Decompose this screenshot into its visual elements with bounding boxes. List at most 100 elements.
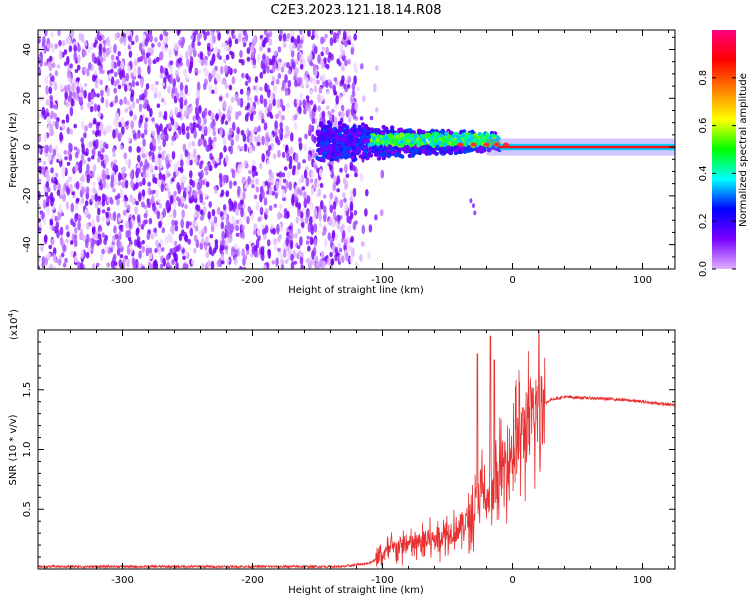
heatmap-cell <box>106 195 110 205</box>
heatmap-cell <box>252 63 257 69</box>
heatmap-cell <box>119 70 123 80</box>
heatmap-cell <box>113 225 117 234</box>
heatmap-cell <box>99 79 103 86</box>
heatmap-cell <box>177 111 182 119</box>
heatmap-cell <box>197 58 202 63</box>
heatmap-cell <box>457 149 462 155</box>
heatmap-cell <box>483 142 490 147</box>
heatmap-cell <box>38 37 41 44</box>
heatmap-cell <box>96 175 101 183</box>
heatmap-cell <box>181 128 186 136</box>
heatmap-cell <box>162 38 166 48</box>
heatmap-cell <box>86 68 90 77</box>
heatmap-cell <box>242 38 247 44</box>
heatmap-cell <box>194 155 198 164</box>
heatmap-cell <box>462 148 468 153</box>
heatmap-cell <box>120 60 124 69</box>
heatmap-cell <box>49 114 54 120</box>
heatmap-cell <box>148 217 153 225</box>
heatmap-cell <box>198 69 202 74</box>
heatmap-cell <box>77 220 81 231</box>
heatmap-cell <box>234 38 239 45</box>
heatmap-cell <box>154 261 159 269</box>
heatmap-cell <box>351 145 357 151</box>
heatmap-cell <box>112 236 116 244</box>
heatmap-cell <box>374 152 379 157</box>
heatmap-cell <box>344 163 348 174</box>
heatmap-cell <box>227 221 231 231</box>
heatmap-cell <box>182 189 187 200</box>
heatmap-cell <box>184 84 189 95</box>
heatmap-cell <box>496 136 501 141</box>
heatmap-cell <box>47 186 51 193</box>
heatmap-cell <box>265 133 269 142</box>
heatmap-cell <box>59 194 63 199</box>
heatmap-cell <box>347 146 352 151</box>
heatmap-cell <box>110 60 115 69</box>
heatmap-cell <box>79 262 84 269</box>
heatmap-cell <box>122 209 127 216</box>
heatmap-cell <box>365 126 371 132</box>
heatmap-cell <box>114 95 119 104</box>
heatmap-cell <box>180 159 184 168</box>
heatmap-cell <box>97 150 102 158</box>
heatmap-cell <box>171 259 175 265</box>
heatmap-cell <box>197 116 202 126</box>
heatmap-cell <box>297 212 301 217</box>
heatmap-cell <box>270 80 275 86</box>
heatmap-cell <box>390 151 396 156</box>
heatmap-cell <box>87 102 91 109</box>
heatmap-cell <box>140 224 145 230</box>
heatmap-cell <box>303 143 308 152</box>
heatmap-cell <box>117 84 122 90</box>
heatmap-cell <box>176 92 180 100</box>
heatmap-cell <box>207 125 212 135</box>
heatmap-cell <box>225 54 230 61</box>
heatmap-cell <box>135 200 139 206</box>
heatmap-cell <box>385 129 390 135</box>
heatmap-cell <box>50 251 54 257</box>
y-tick-label: 0.5 <box>22 501 33 517</box>
heatmap-cell <box>45 144 49 154</box>
heatmap-cell <box>54 43 58 49</box>
heatmap-cell <box>252 57 257 66</box>
heatmap-cell <box>337 242 342 249</box>
heatmap-cell <box>162 257 166 267</box>
heatmap-cell <box>293 75 297 81</box>
heatmap-cell <box>113 159 118 164</box>
heatmap-cell <box>320 36 324 45</box>
heatmap-cell <box>176 30 181 37</box>
heatmap-cell <box>230 96 235 104</box>
heatmap-cell <box>242 133 247 143</box>
heatmap-cell <box>266 190 270 195</box>
heatmap-cell <box>286 170 291 179</box>
heatmap-cell <box>243 254 248 261</box>
heatmap-cell <box>38 165 42 172</box>
heatmap-cell <box>467 137 472 143</box>
heatmap-cell <box>208 84 212 93</box>
heatmap-cell <box>276 224 280 235</box>
heatmap-cell <box>182 143 187 152</box>
heatmap-cell <box>89 140 93 148</box>
heatmap-cell <box>355 142 360 148</box>
heatmap-cell <box>116 198 120 206</box>
heatmap-cell <box>341 66 345 71</box>
heatmap-cell <box>225 190 229 198</box>
heatmap-cell <box>201 263 205 269</box>
heatmap-cell <box>162 208 167 218</box>
heatmap-cell <box>132 259 136 269</box>
heatmap-cell <box>223 145 227 153</box>
heatmap-cell <box>45 168 50 178</box>
heatmap-cell <box>439 129 445 135</box>
heatmap-cell <box>110 54 115 61</box>
heatmap-cell <box>83 89 87 99</box>
heatmap-cell <box>155 123 159 129</box>
heatmap-cell <box>203 82 207 91</box>
heatmap-cell <box>220 215 225 221</box>
heatmap-cell <box>132 129 136 134</box>
heatmap-cell <box>200 214 205 221</box>
heatmap-cell <box>319 182 324 189</box>
heatmap-cell <box>42 199 47 210</box>
heatmap-cell <box>308 261 312 269</box>
heatmap-cell <box>166 200 170 208</box>
